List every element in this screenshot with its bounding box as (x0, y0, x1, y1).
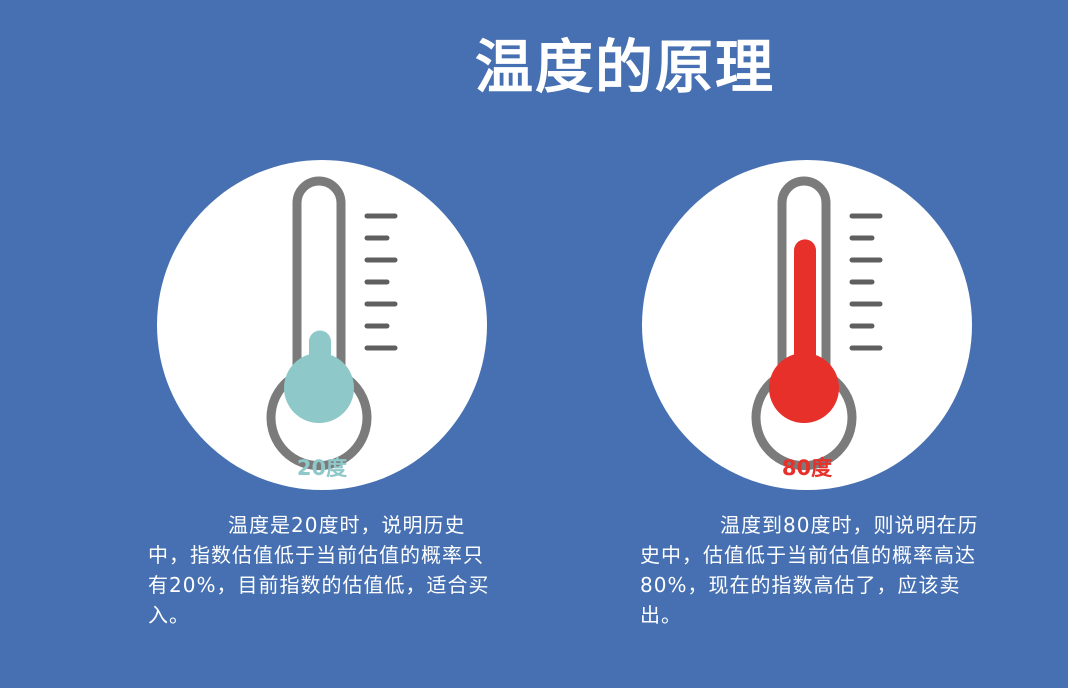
cold-thermometer-card: 20度 (157, 160, 487, 490)
page-title: 温度的原理 (474, 33, 775, 101)
hot-description: 温度到80度时，则说明在历史中，估值低于当前估值的概率高达80%，现在的指数高估… (640, 513, 979, 627)
cold-fluid-bulb (284, 353, 354, 423)
hot-fluid-bulb (769, 353, 839, 423)
cold-thermometer-icon (266, 176, 398, 471)
cold-description: 温度是20度时，说明历史中，指数估值低于当前估值的概率只有20%，目前指数的估值… (148, 513, 490, 627)
hot-thermometer-icon (751, 176, 883, 471)
thermometer-outline (266, 176, 372, 471)
thermometer-outline (751, 176, 857, 471)
scale-ticks (849, 213, 883, 351)
hot-temp-label: 80度 (781, 456, 833, 480)
scale-ticks (364, 213, 398, 351)
hot-thermometer-card: 80度 (642, 160, 972, 490)
cold-temp-label: 20度 (296, 456, 348, 480)
